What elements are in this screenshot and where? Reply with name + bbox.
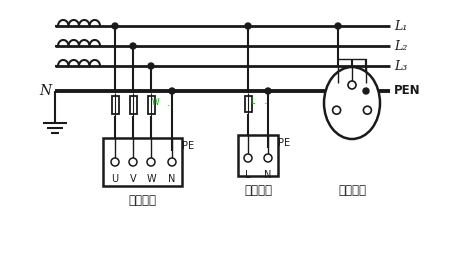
Text: .: .	[166, 98, 170, 108]
Text: L₁: L₁	[394, 20, 407, 33]
Circle shape	[112, 23, 118, 29]
Circle shape	[111, 158, 119, 166]
Circle shape	[129, 158, 137, 166]
FancyBboxPatch shape	[130, 95, 136, 114]
Circle shape	[333, 106, 341, 114]
Circle shape	[264, 154, 272, 162]
Circle shape	[265, 88, 271, 94]
Text: PE: PE	[278, 138, 290, 148]
FancyBboxPatch shape	[103, 138, 182, 186]
Text: L: L	[245, 170, 251, 180]
Text: PE: PE	[182, 141, 194, 151]
Ellipse shape	[324, 67, 380, 139]
Text: 单相设备: 单相设备	[244, 184, 272, 197]
Circle shape	[148, 63, 154, 69]
Text: L₂: L₂	[394, 40, 407, 53]
Text: 三相设备: 三相设备	[129, 194, 157, 207]
Circle shape	[364, 106, 371, 114]
Text: N: N	[264, 170, 272, 180]
Circle shape	[244, 154, 252, 162]
Circle shape	[168, 158, 176, 166]
Circle shape	[147, 158, 155, 166]
Text: W: W	[146, 174, 156, 184]
Circle shape	[348, 81, 356, 89]
FancyBboxPatch shape	[148, 95, 154, 114]
Text: N: N	[39, 84, 51, 98]
Text: N: N	[168, 174, 176, 184]
Text: .: .	[263, 96, 267, 107]
FancyBboxPatch shape	[238, 135, 278, 176]
Circle shape	[363, 88, 369, 94]
FancyBboxPatch shape	[244, 95, 252, 111]
Circle shape	[130, 43, 136, 49]
Circle shape	[169, 88, 175, 94]
Text: PEN: PEN	[394, 85, 421, 98]
Text: V: V	[130, 174, 136, 184]
Text: 单相插座: 单相插座	[338, 184, 366, 197]
Circle shape	[245, 23, 251, 29]
Circle shape	[335, 23, 341, 29]
Text: U: U	[112, 174, 118, 184]
Text: L₃: L₃	[394, 60, 407, 73]
Text: W: W	[152, 98, 159, 107]
FancyBboxPatch shape	[112, 95, 118, 114]
Text: L: L	[250, 97, 254, 106]
